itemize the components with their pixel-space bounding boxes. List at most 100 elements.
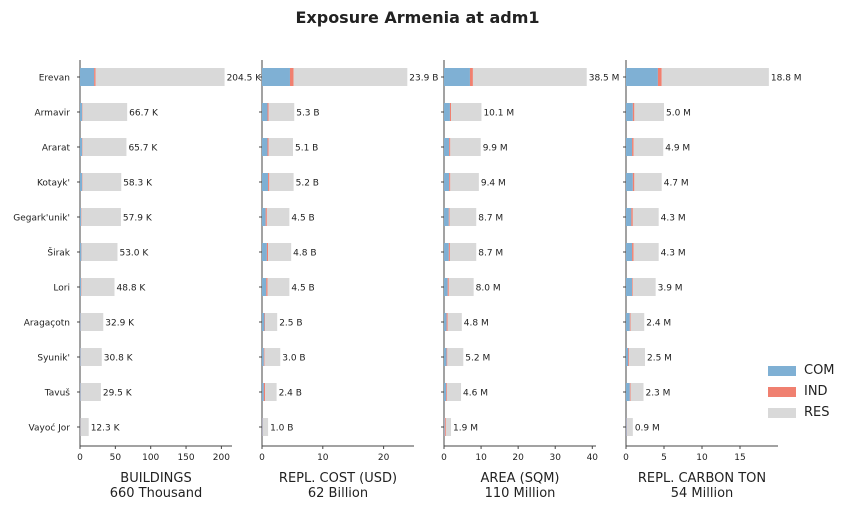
data-label: 53.0 K xyxy=(119,249,149,259)
category-label: Aragaçotn xyxy=(24,319,70,329)
legend-swatch-ind xyxy=(768,386,796,397)
data-label: 29.5 K xyxy=(103,389,133,399)
data-label: 5.2 B xyxy=(296,179,319,189)
bar-com xyxy=(80,103,83,121)
bar-com xyxy=(262,278,267,296)
bar-res xyxy=(81,278,115,296)
category-label: Armavir xyxy=(34,109,70,119)
data-label: 0.9 M xyxy=(635,424,660,434)
x-axis-title: REPL. CARBON TON xyxy=(638,471,766,486)
bar-com xyxy=(444,348,447,366)
x-tick-label: 0 xyxy=(623,453,629,463)
bar-res xyxy=(266,208,290,226)
legend-item-ind: IND xyxy=(768,381,835,402)
bar-com xyxy=(626,68,658,86)
bar-res xyxy=(447,313,462,331)
bar-com xyxy=(626,103,633,121)
bar-ind xyxy=(632,138,634,156)
data-label: 5.2 M xyxy=(465,354,490,364)
bar-res xyxy=(81,243,118,261)
data-label: 66.7 K xyxy=(129,109,159,119)
data-label: 1.0 B xyxy=(270,424,293,434)
category-label: Lori xyxy=(53,284,70,294)
bar-ind xyxy=(632,173,635,191)
chart-title: Exposure Armenia at adm1 xyxy=(295,8,540,27)
x-tick-label: 0 xyxy=(77,453,83,463)
bar-com xyxy=(80,243,82,261)
data-label: 23.9 B xyxy=(409,74,438,84)
x-tick-label: 15 xyxy=(734,453,745,463)
bar-ind xyxy=(264,313,266,331)
bar-ind xyxy=(446,313,448,331)
data-label: 65.7 K xyxy=(128,144,158,154)
x-tick-label: 150 xyxy=(177,453,194,463)
bar-com xyxy=(626,418,627,436)
category-label: Kotayk' xyxy=(37,179,70,189)
bar-res xyxy=(80,348,102,366)
bar-ind xyxy=(657,68,662,86)
legend-label-ind: IND xyxy=(804,384,828,399)
bar-com xyxy=(80,68,95,86)
category-label: Širak xyxy=(47,247,70,259)
bar-com xyxy=(80,138,83,156)
data-label: 4.9 M xyxy=(665,144,690,154)
legend-swatch-res xyxy=(768,407,796,418)
bar-com xyxy=(262,348,264,366)
data-label: 2.5 B xyxy=(279,319,302,329)
bar-com xyxy=(444,68,470,86)
bar-ind xyxy=(266,278,268,296)
data-label: 4.7 M xyxy=(664,179,689,189)
bar-res xyxy=(268,243,292,261)
x-tick-label: 20 xyxy=(378,453,390,463)
bar-ind xyxy=(447,278,449,296)
bar-ind xyxy=(267,103,269,121)
bar-ind xyxy=(632,243,634,261)
data-label: 4.3 M xyxy=(661,249,686,259)
bar-com xyxy=(262,418,263,436)
x-axis-total: 660 Thousand xyxy=(110,486,203,501)
data-label: 12.3 K xyxy=(91,424,121,434)
bar-ind xyxy=(267,138,269,156)
bar-res xyxy=(95,68,225,86)
bar-res xyxy=(449,243,477,261)
bar-res xyxy=(265,313,278,331)
x-tick-label: 5 xyxy=(661,453,667,463)
x-tick-label: 10 xyxy=(475,453,487,463)
bar-com xyxy=(444,243,449,261)
x-axis-total: 62 Billion xyxy=(308,486,368,501)
x-tick-label: 50 xyxy=(110,453,122,463)
bar-com xyxy=(444,313,447,331)
x-axis-title: REPL. COST (USD) xyxy=(279,471,397,486)
bar-ind xyxy=(263,383,266,401)
bar-res xyxy=(630,313,645,331)
x-tick-label: 20 xyxy=(512,453,524,463)
bar-res xyxy=(264,348,281,366)
bar-ind xyxy=(266,243,269,261)
bar-res xyxy=(633,138,664,156)
bar-res xyxy=(268,103,295,121)
data-label: 8.7 M xyxy=(478,249,503,259)
data-label: 8.0 M xyxy=(476,284,501,294)
data-label: 10.1 M xyxy=(483,109,514,119)
x-tick-label: 0 xyxy=(259,453,265,463)
bar-com xyxy=(626,348,629,366)
bar-com xyxy=(444,138,450,156)
x-axis-title: BUILDINGS xyxy=(120,471,191,486)
data-label: 3.9 M xyxy=(658,284,683,294)
data-label: 38.5 M xyxy=(589,74,620,84)
bar-ind xyxy=(629,383,631,401)
bar-res xyxy=(267,278,290,296)
bar-res xyxy=(80,383,101,401)
bar-res xyxy=(82,173,122,191)
data-label: 5.0 M xyxy=(666,109,691,119)
bar-com xyxy=(80,278,82,296)
x-axis-total: 110 Million xyxy=(485,486,556,501)
bar-res xyxy=(629,348,645,366)
x-tick-label: 200 xyxy=(213,453,230,463)
bar-ind xyxy=(268,173,270,191)
category-label: Gegark'unik' xyxy=(13,214,70,224)
bar-com xyxy=(262,243,267,261)
bar-com xyxy=(626,138,633,156)
bar-ind xyxy=(94,68,96,86)
category-label: Erevan xyxy=(39,74,70,84)
